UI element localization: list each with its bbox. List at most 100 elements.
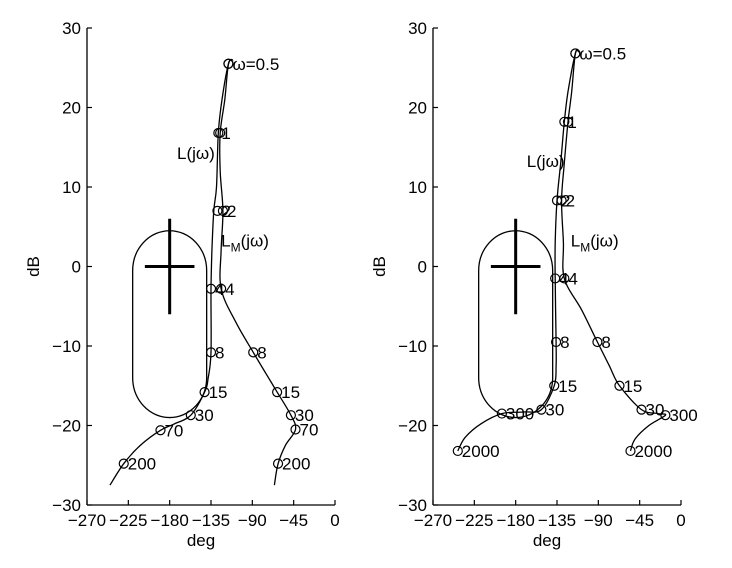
- series-L: ω=0.5 1 2 4 8 15 30 70 200 L(jω): [109, 55, 279, 486]
- frequency-label: 2: [566, 192, 575, 211]
- frequency-label: 2000: [462, 442, 500, 461]
- frequency-marker: [205, 347, 217, 358]
- x-tick-label: 0: [676, 511, 685, 530]
- x-tick-label: −225: [109, 511, 147, 530]
- frequency-marker: [625, 445, 636, 457]
- x-tick-label: −45: [279, 511, 308, 530]
- y-tick-label: 0: [72, 258, 81, 277]
- frequency-label: 4: [568, 269, 577, 288]
- y-tick-label: −30: [52, 496, 81, 515]
- frequency-marker: [217, 205, 229, 216]
- frequency-label: 4: [215, 280, 224, 299]
- frequency-label: ω=0.5: [579, 44, 626, 63]
- frequency-label: 300: [669, 406, 697, 425]
- y-axis-label: dB: [24, 256, 43, 277]
- frequency-label: 70: [300, 420, 319, 439]
- series-name-label: LM(jω): [571, 232, 619, 255]
- frequency-marker: [212, 205, 223, 216]
- x-tick-label: −45: [625, 511, 654, 530]
- frequency-marker: [559, 273, 570, 284]
- frequency-label: 8: [257, 343, 266, 362]
- frequency-marker: [556, 195, 567, 206]
- x-tick-label: 0: [330, 511, 339, 530]
- y-tick-label: 10: [408, 178, 427, 197]
- frequency-marker: [496, 408, 507, 419]
- x-tick-label: −270: [414, 511, 452, 530]
- x-tick-label: −270: [68, 511, 106, 530]
- frequency-marker: [452, 445, 463, 457]
- frequency-marker: [536, 404, 547, 415]
- y-tick-label: −10: [52, 337, 81, 356]
- frequency-label: 8: [601, 333, 610, 352]
- frequency-label: 30: [195, 406, 214, 425]
- series-name-label: L(jω): [177, 144, 215, 163]
- x-axis-label: deg: [533, 531, 561, 550]
- frequency-marker: [550, 336, 562, 348]
- frequency-label: 4: [225, 280, 234, 299]
- frequency-label: 15: [558, 377, 577, 396]
- series-line: [219, 58, 297, 486]
- left-nichols-chart: −270 −225 −180 −135 −90 −45 0 −30 −20 −10 0 10 20 30 d…: [24, 19, 340, 550]
- x-tick-label: −180: [497, 511, 535, 530]
- frequency-label: 8: [560, 333, 569, 352]
- frequency-label: 200: [282, 455, 310, 474]
- x-tick-label: −90: [238, 511, 267, 530]
- frequency-label: 2: [221, 202, 230, 221]
- frequency-marker: [592, 336, 603, 348]
- frequency-marker: [248, 347, 259, 358]
- frequency-marker: [215, 127, 226, 139]
- x-tick-label: −225: [455, 511, 493, 530]
- y-tick-label: −20: [398, 417, 427, 436]
- frequency-marker: [636, 404, 647, 415]
- y-tick-label: 30: [408, 19, 427, 38]
- frequency-label: 200: [128, 455, 156, 474]
- frequency-marker: [185, 410, 196, 421]
- x-tick-label: −180: [151, 511, 189, 530]
- frequency-label: 70: [164, 421, 183, 440]
- frequency-marker: [155, 425, 166, 436]
- y-tick-label: 30: [62, 19, 81, 38]
- frequency-label: 15: [209, 383, 228, 402]
- frequency-label: 8: [215, 343, 224, 362]
- frequency-marker: [199, 387, 210, 398]
- frequency-label: 300: [506, 405, 534, 424]
- series-name-label: L(jω): [527, 152, 565, 171]
- frequency-label: 1: [221, 124, 230, 143]
- frequency-label: 30: [295, 406, 314, 425]
- x-tick-label: −90: [584, 511, 613, 530]
- frequency-marker: [223, 58, 234, 69]
- x-tick-label: −135: [538, 511, 576, 530]
- frequency-label: 15: [281, 383, 300, 402]
- frequency-marker: [285, 410, 297, 421]
- frequency-label: 15: [623, 377, 642, 396]
- frequency-marker: [549, 380, 560, 391]
- frequency-marker: [614, 380, 625, 391]
- y-tick-label: 20: [62, 99, 81, 118]
- frequency-label: 2000: [634, 442, 672, 461]
- y-tick-label: 10: [62, 178, 81, 197]
- series-name-label: LM(jω): [221, 232, 269, 255]
- x-axis-label: deg: [187, 531, 215, 550]
- y-tick-label: 20: [408, 99, 427, 118]
- y-axis-label: dB: [370, 256, 389, 277]
- frequency-marker: [272, 458, 284, 469]
- frequency-marker: [205, 283, 217, 294]
- y-tick-label: 0: [418, 258, 427, 277]
- frequency-marker: [559, 116, 570, 127]
- frequency-label: 30: [545, 401, 564, 420]
- frequency-marker: [290, 424, 301, 435]
- y-tick-label: −10: [398, 337, 427, 356]
- frequency-label: 30: [646, 401, 665, 420]
- y-tick-label: −30: [398, 496, 427, 515]
- x-tick-label: −135: [192, 511, 230, 530]
- series-line: [457, 49, 580, 452]
- frequency-label: ω=0.5: [232, 55, 279, 74]
- right-nichols-chart: −270 −225 −180 −135 −90 −45 0 −30 −20 −10 0 10 20 30 d…: [370, 19, 698, 550]
- frequency-marker: [660, 410, 671, 421]
- frequency-marker: [570, 48, 581, 59]
- frequency-marker: [118, 458, 129, 469]
- frequency-marker: [216, 283, 227, 294]
